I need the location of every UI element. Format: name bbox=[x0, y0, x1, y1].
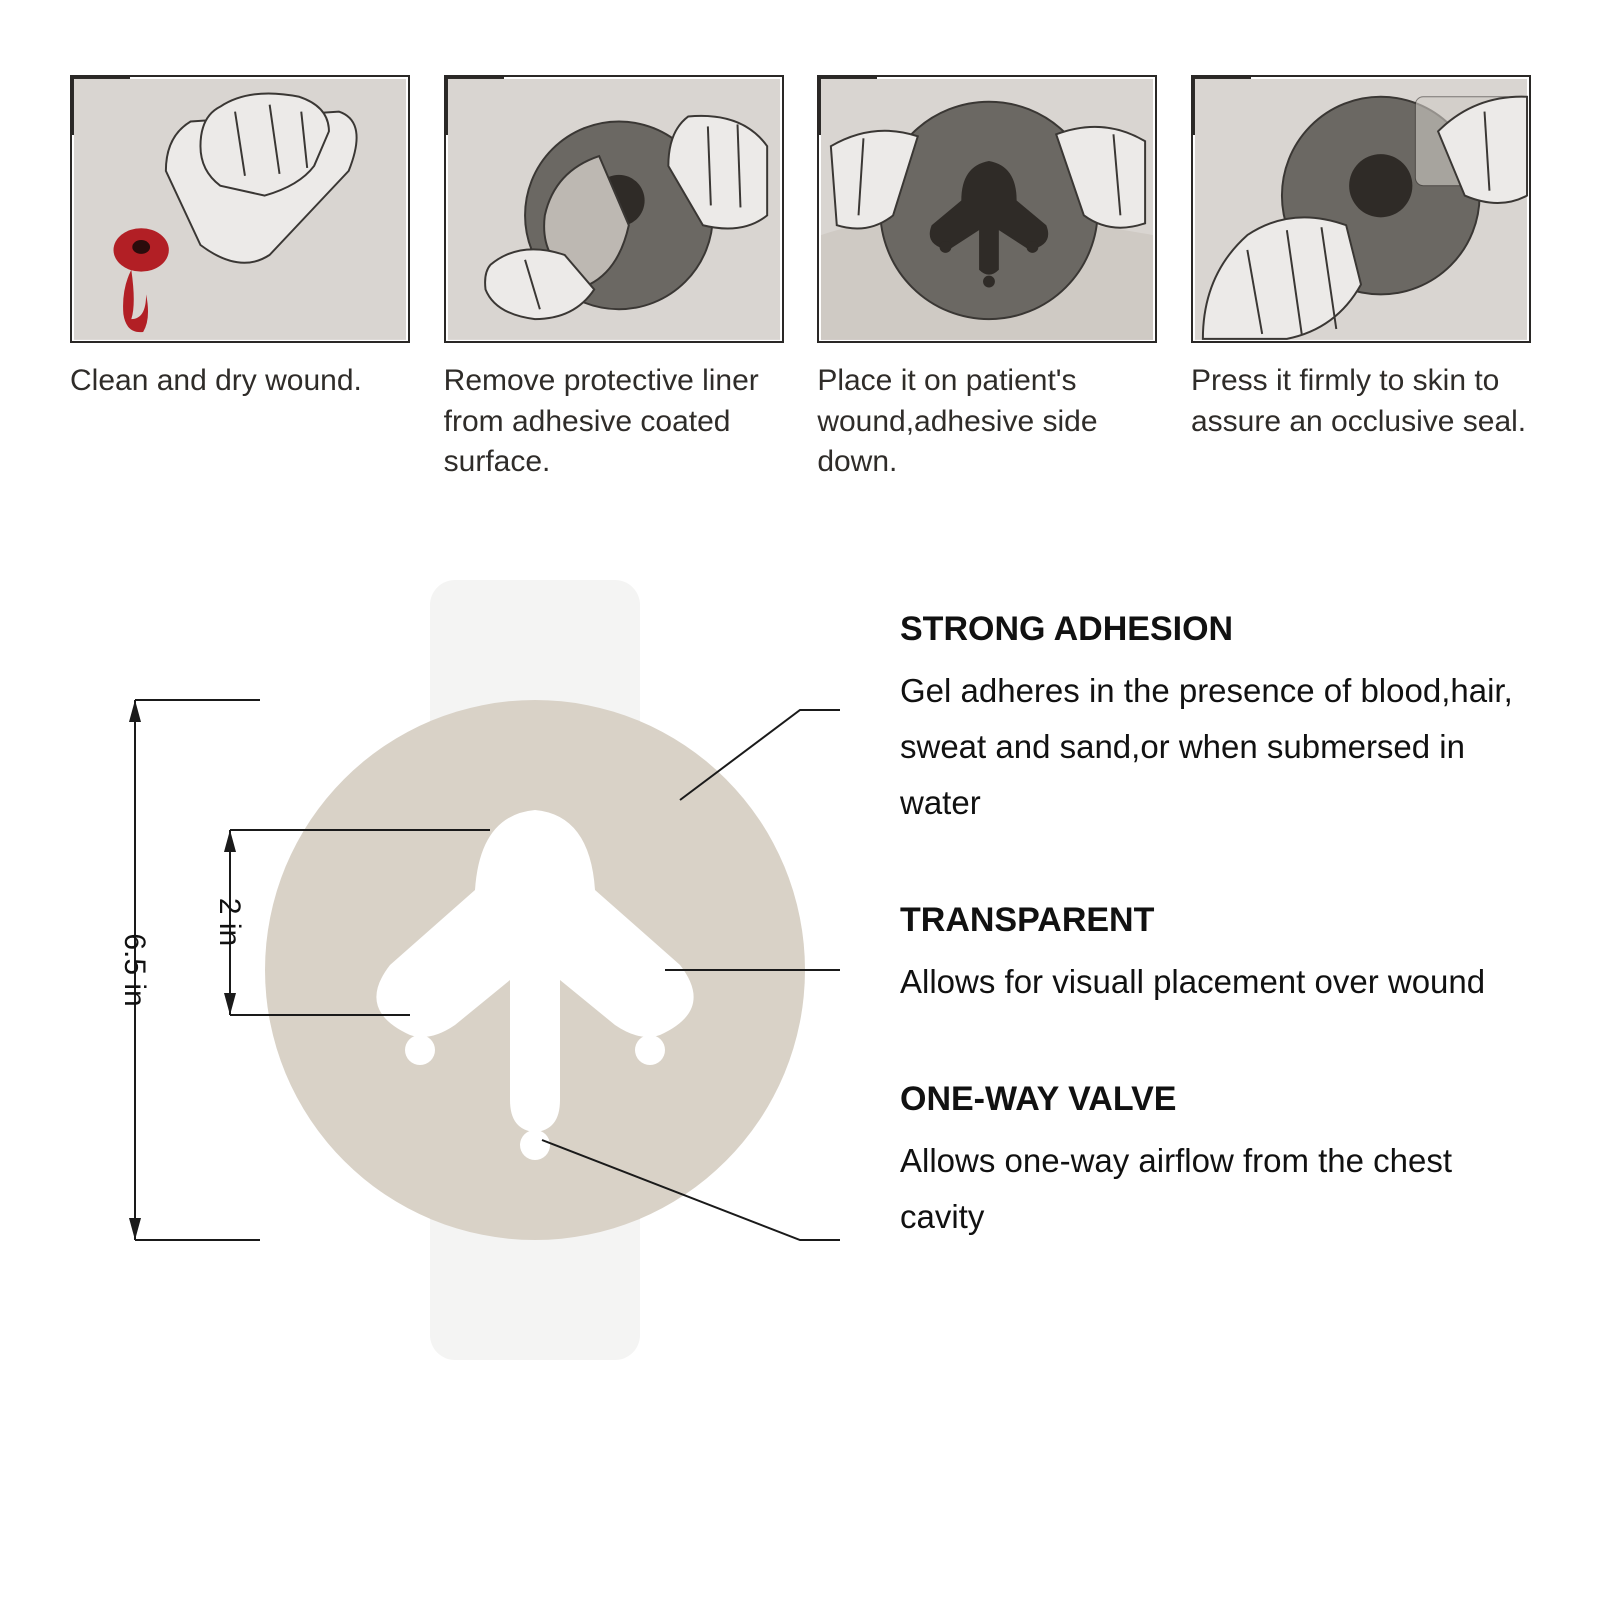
step-4-illustration bbox=[1193, 77, 1529, 342]
callout-list: STRONG ADHESION Gel adheres in the prese… bbox=[900, 610, 1540, 1316]
step-3-frame: 3 bbox=[817, 75, 1157, 343]
step-1-frame: 1 bbox=[70, 75, 410, 343]
dim-outer-label: 6.5 in bbox=[120, 933, 151, 1006]
callout-adhesion: STRONG ADHESION Gel adheres in the prese… bbox=[900, 610, 1540, 831]
step-1-caption: Clean and dry wound. bbox=[70, 361, 410, 402]
product-diagram-section: 6.5 in 2 in STRONG ADHESION Gel adheres … bbox=[0, 520, 1601, 1520]
step-3-illustration bbox=[819, 77, 1155, 342]
step-4-caption: Press it firmly to skin to assure an occ… bbox=[1191, 361, 1531, 442]
step-3-caption: Place it on patient's wound,adhesive sid… bbox=[817, 361, 1157, 483]
callout-valve-body: Allows one-way airflow from the chest ca… bbox=[900, 1133, 1540, 1245]
product-diagram: 6.5 in 2 in bbox=[120, 570, 840, 1470]
callout-adhesion-body: Gel adheres in the presence of blood,hai… bbox=[900, 663, 1540, 831]
step-2-frame: 2 bbox=[444, 75, 784, 343]
step-2-illustration bbox=[446, 77, 782, 342]
callout-valve-title: ONE-WAY VALVE bbox=[900, 1080, 1540, 1119]
step-2: 2 Remove protective liner from adhesive … bbox=[444, 75, 784, 483]
callout-valve: ONE-WAY VALVE Allows one-way airflow fro… bbox=[900, 1080, 1540, 1245]
step-2-caption: Remove protective liner from adhesive co… bbox=[444, 361, 784, 483]
callout-transparent-title: TRANSPARENT bbox=[900, 901, 1540, 940]
step-3: 3 Place it on patient's wound,adh bbox=[817, 75, 1157, 483]
step-1: 1 Clean and dry wound. bbox=[70, 75, 410, 483]
instruction-steps: 1 Clean and dry wound. 2 bbox=[0, 0, 1601, 483]
dim-inner-label: 2 in bbox=[213, 898, 246, 946]
callout-adhesion-title: STRONG ADHESION bbox=[900, 610, 1540, 649]
callout-transparent-body: Allows for visuall placement over wound bbox=[900, 954, 1540, 1010]
step-4-frame: 4 bbox=[1191, 75, 1531, 343]
callout-transparent: TRANSPARENT Allows for visuall placement… bbox=[900, 901, 1540, 1010]
step-4: 4 Press it firmly to skin to assure an o… bbox=[1191, 75, 1531, 483]
step-1-illustration bbox=[72, 77, 408, 342]
